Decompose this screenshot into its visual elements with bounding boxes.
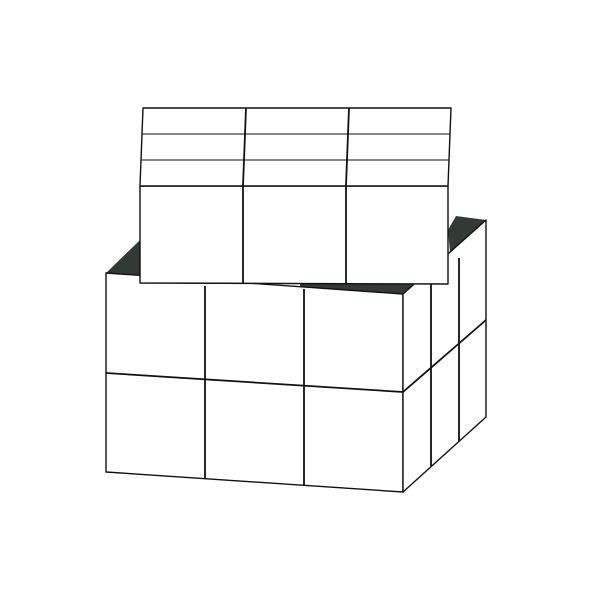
- top-layer-top: [139, 107, 452, 187]
- top-layer-top-outline: [139, 107, 452, 187]
- left-shadow: [106, 240, 140, 283]
- top-face-col-line-1: [242, 107, 247, 187]
- top-layer-front: [139, 185, 449, 285]
- right-face: [402, 219, 487, 493]
- shadow-regions: [106, 216, 486, 294]
- right-horizontal-line: [402, 319, 487, 393]
- right-shadow: [448, 216, 486, 252]
- middle-shadow: [300, 284, 418, 294]
- front-horizontal-line: [105, 372, 404, 393]
- top-face-col-line-2: [345, 107, 350, 187]
- front-face: [105, 272, 404, 493]
- top-layer-front-outline: [139, 185, 449, 285]
